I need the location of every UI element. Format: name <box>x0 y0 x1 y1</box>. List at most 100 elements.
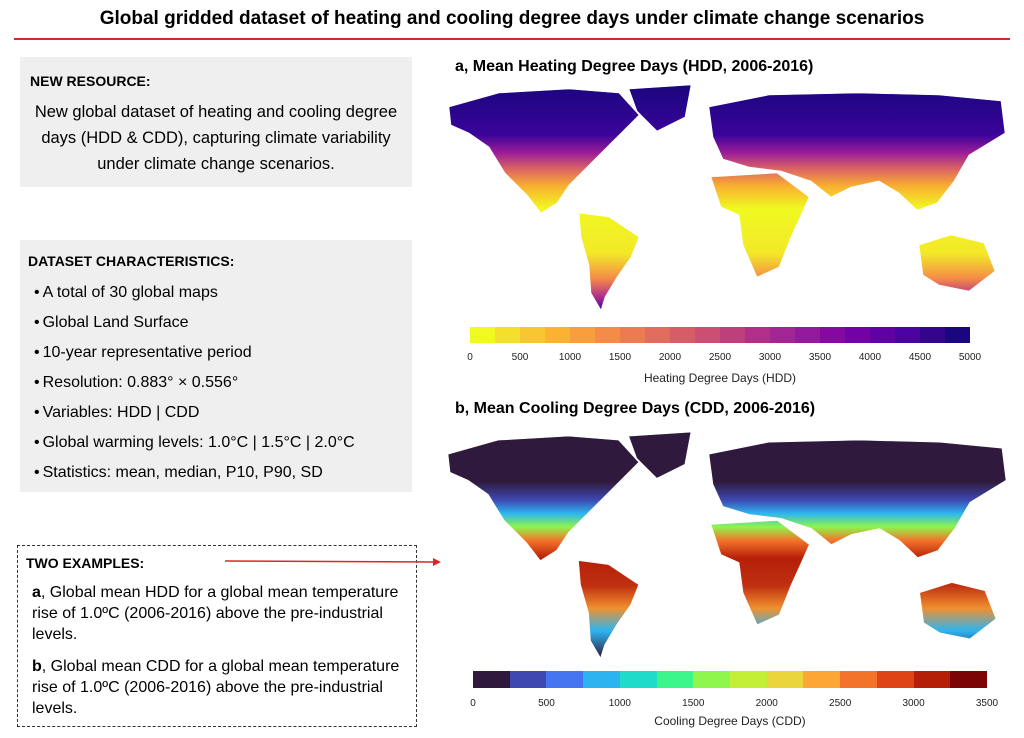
arrow-to-maps <box>225 558 441 566</box>
title-divider <box>14 38 1010 40</box>
colorbar-segment <box>546 671 584 688</box>
colorbar-tick-label: 2500 <box>829 698 852 709</box>
continent-eurasia <box>708 439 1007 558</box>
colorbar-segment <box>803 671 841 688</box>
cdd-colorbar-label: Cooling Degree Days (CDD) <box>654 714 806 728</box>
colorbar-tick-label: 5000 <box>958 352 982 363</box>
colorbar-tick-label: 500 <box>511 352 529 363</box>
colorbar-segment <box>570 327 595 343</box>
list-item: Variables: HDD | CDD <box>34 398 355 428</box>
colorbar-segment <box>845 327 870 343</box>
hdd-colorbar-label: Heating Degree Days (HDD) <box>643 371 797 385</box>
colorbar-segment <box>745 327 770 343</box>
colorbar-tick-label: 500 <box>538 698 555 709</box>
colorbar-segment <box>950 671 988 688</box>
colorbar-tick-label: 4000 <box>858 352 882 363</box>
colorbar-tick-label: 3000 <box>902 698 925 709</box>
colorbar-segment <box>720 327 745 343</box>
colorbar-segment <box>495 327 520 343</box>
continent-australia <box>918 234 996 292</box>
colorbar-tick-label: 2500 <box>708 352 732 363</box>
colorbar-tick-label: 3000 <box>758 352 782 363</box>
example-b: b, Global mean CDD for a global mean tem… <box>32 656 412 719</box>
list-item: Statistics: mean, median, P10, P90, SD <box>34 458 355 488</box>
colorbar-tick-label: 2000 <box>755 698 778 709</box>
new-resource-box: NEW RESOURCE: New global dataset of heat… <box>20 57 412 187</box>
continent-greenland <box>628 431 692 479</box>
colorbar-segment <box>473 671 510 688</box>
colorbar-tick-label: 2000 <box>658 352 682 363</box>
dataset-characteristics-box: DATASET CHARACTERISTICS: A total of 30 g… <box>20 240 412 492</box>
continent-africa <box>710 520 810 626</box>
characteristics-heading: DATASET CHARACTERISTICS: <box>28 253 235 269</box>
example-b-text: , Global mean CDD for a global mean temp… <box>32 658 400 717</box>
list-item: Global warming levels: 1.0°C | 1.5°C | 2… <box>34 428 355 458</box>
colorbar-segment <box>470 327 495 343</box>
hdd-world-map <box>448 85 1006 310</box>
examples-heading: TWO EXAMPLES: <box>26 555 145 571</box>
colorbar-segment <box>876 671 914 688</box>
colorbar-segment <box>913 671 951 688</box>
colorbar-segment <box>583 671 620 688</box>
colorbar-segment <box>545 327 570 343</box>
colorbar-tick-label: 0 <box>470 698 476 709</box>
colorbar-tick-label: 1000 <box>558 352 582 363</box>
cdd-colorbar <box>473 671 988 688</box>
list-item: A total of 30 global maps <box>34 278 355 308</box>
hdd-colorbar <box>470 327 970 343</box>
colorbar-segment <box>895 327 920 343</box>
colorbar-segment <box>620 327 645 343</box>
colorbar-segment <box>693 671 731 688</box>
hdd-colorbar-ticks: 0 500 1000 1500 2000 2500 3000 3500 4000 4500 5000 <box>467 352 981 366</box>
list-item: Resolution: 0.883° × 0.556° <box>34 368 355 398</box>
colorbar-segment <box>870 327 895 343</box>
colorbar-segment <box>656 671 694 688</box>
colorbar-segment <box>670 327 695 343</box>
colorbar-segment <box>520 327 545 343</box>
colorbar-segment <box>795 327 820 343</box>
continent-north-america <box>447 435 640 561</box>
colorbar-segment <box>766 671 804 688</box>
colorbar-segment <box>730 671 767 688</box>
continent-eurasia <box>708 92 1006 211</box>
colorbar-tick-label: 1500 <box>608 352 632 363</box>
colorbar-segment <box>595 327 620 343</box>
new-resource-heading: NEW RESOURCE: <box>30 73 151 89</box>
example-a-text: , Global mean HDD for a global mean temp… <box>32 584 399 643</box>
colorbar-segment <box>509 671 547 688</box>
characteristics-list: A total of 30 global maps Global Land Su… <box>34 278 355 488</box>
example-a-letter: a <box>32 584 41 601</box>
colorbar-tick-label: 1000 <box>608 698 631 709</box>
cdd-colorbar-ticks: 0 500 1000 1500 2000 2500 3000 3500 <box>470 698 998 712</box>
colorbar-segment <box>770 327 795 343</box>
colorbar-segment <box>820 327 845 343</box>
continent-north-america <box>448 88 640 214</box>
colorbar-segment <box>840 671 877 688</box>
colorbar-segment <box>695 327 720 343</box>
new-resource-body: New global dataset of heating and coolin… <box>34 103 398 173</box>
page-title: Global gridded dataset of heating and co… <box>99 8 925 29</box>
continent-australia <box>919 582 997 640</box>
map-a-title: a, Mean Heating Degree Days (HDD, 2006-2… <box>455 58 814 75</box>
colorbar-segment <box>645 327 670 343</box>
continent-africa <box>710 172 810 278</box>
colorbar-tick-label: 0 <box>467 352 473 363</box>
colorbar-tick-label: 3500 <box>975 698 999 709</box>
continent-south-america <box>578 212 640 310</box>
examples-box: TWO EXAMPLES: a, Global mean HDD for a g… <box>17 545 417 727</box>
continent-greenland <box>628 85 692 132</box>
example-a: a, Global mean HDD for a global mean tem… <box>32 582 412 645</box>
colorbar-tick-label: 4500 <box>908 352 932 363</box>
map-b-title: b, Mean Cooling Degree Days (CDD, 2006-2… <box>455 400 816 417</box>
colorbar-segment <box>619 671 657 688</box>
list-item: 10-year representative period <box>34 338 355 368</box>
colorbar-segment <box>945 327 970 343</box>
colorbar-segment <box>920 327 945 343</box>
list-item: Global Land Surface <box>34 308 355 338</box>
colorbar-tick-label: 3500 <box>808 352 832 363</box>
example-b-letter: b <box>32 658 42 675</box>
colorbar-tick-label: 1500 <box>682 698 705 709</box>
continent-south-america <box>578 560 640 659</box>
cdd-world-map <box>447 431 1007 659</box>
